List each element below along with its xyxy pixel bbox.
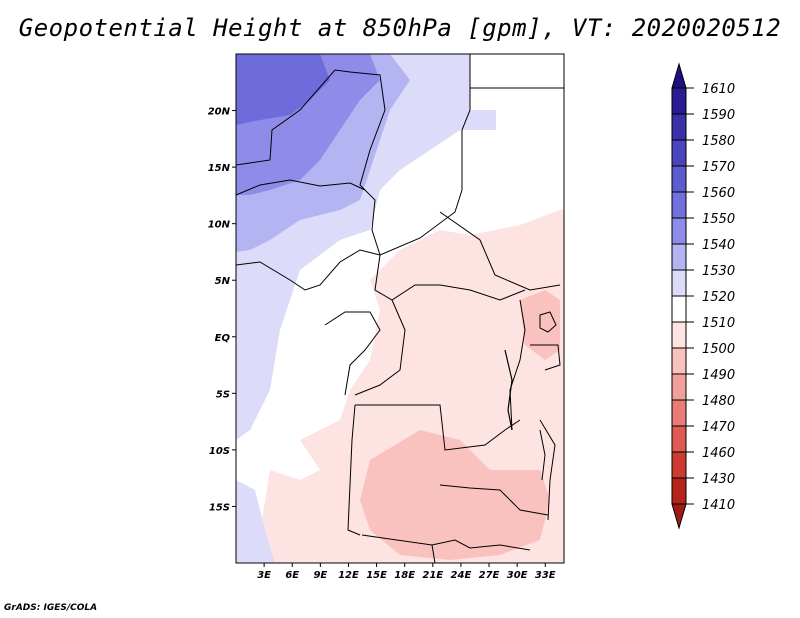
colorbar-label: 1500 [702,342,735,357]
colorbar-swatch [671,399,687,427]
lon-tick-label: 27E [479,570,500,581]
lake-malawi [539,429,546,481]
map-frame [235,53,565,564]
border-line [509,299,526,431]
grads-credit: GrADS: IGES/COLA [4,603,98,613]
lon-tick-label: 30E [507,570,528,581]
border-line [355,404,521,451]
colorbar-swatch [671,269,687,297]
colorbar-label: 1490 [702,368,735,383]
lake-tanganyika [504,349,513,431]
border-line [235,179,366,196]
lon-tick-label: 12E [338,570,359,581]
colorbar-label: 1590 [702,108,735,123]
colorbar-label: 1510 [702,316,735,331]
pale-blue-region-southwest [236,480,275,563]
colorbar-label: 1460 [702,446,735,461]
lake-victoria [539,311,557,333]
colorbar-label: 1570 [702,160,735,175]
height-shading [236,54,564,563]
border-line [361,534,531,551]
light-red-region-south [360,430,550,560]
lat-tick-label: 10N [208,220,231,231]
border-line [439,211,561,291]
colorbar-label: 1430 [702,472,735,487]
colorbar-label: 1410 [702,498,735,513]
colorbar-swatch [671,243,687,271]
colorbar-swatch [671,477,687,505]
lon-tick-label: 33E [535,570,556,581]
lat-tick-label: 5S [216,389,230,400]
border-line [439,484,549,516]
lat-tick-label: 15N [208,163,231,174]
border-line [539,419,556,521]
border-line [324,311,381,396]
colorbar-swatch [671,191,687,219]
colorbar-label: 1530 [702,264,735,279]
longitude-axis: 3E 6E 9E 12E 15E 18E 21E 24E 27E 30E 33E [257,563,556,581]
colorbar-swatch [671,321,687,349]
border-line [347,404,361,536]
lat-tick-label: 10S [209,446,230,457]
latitude-axis: 20N 15N 10N 5N EQ 5S 10S 15S [208,107,236,513]
colorbar-swatch [671,165,687,193]
border-line [374,254,526,301]
lon-tick-label: 6E [285,570,299,581]
colorbar-swatch [671,217,687,245]
border-line [431,544,436,564]
colorbar-label: 1580 [702,134,735,149]
lat-tick-label: 15S [209,502,230,513]
border-line [235,69,386,256]
colorbar-swatch [671,139,687,167]
map-title: Geopotential Height at 850hPa [gpm], VT:… [18,14,782,42]
colorbar-swatch [671,87,687,115]
lon-tick-label: 18E [394,570,415,581]
border-line [530,344,561,371]
deep-blue-region [236,54,330,125]
map-panel: 20N 15N 10N 5N EQ 5S 10S 15S 3E 6E 9E 12E 15E 18E 21E… [208,53,565,581]
country-borders [235,54,564,564]
colorbar-swatch [671,347,687,375]
colorbar-swatch [671,451,687,479]
lon-tick-label: 21E [422,570,443,581]
colorbar: 1610 1590 1580 1570 1560 1550 1540 1530 1520 1510… [671,62,735,530]
border-line [235,54,471,291]
border-line [354,299,406,396]
colorbar-label: 1520 [702,290,735,305]
colorbar-label: 1550 [702,212,735,227]
colorbar-swatch [671,373,687,401]
colorbar-label: 1560 [702,186,735,201]
lon-tick-label: 15E [366,570,387,581]
colorbar-label: 1610 [702,82,735,97]
colorbar-top-arrow [671,62,687,89]
colorbar-label: 1470 [702,420,735,435]
colorbar-swatch [671,425,687,453]
colorbar-swatch [671,295,687,323]
white-region-coast [250,440,320,480]
colorbar-bottom-arrow [671,503,687,530]
colorbar-swatch [671,113,687,141]
colorbar-label: 1480 [702,394,735,409]
colorbar-label: 1540 [702,238,735,253]
lat-tick-label: 20N [208,107,231,118]
lon-tick-label: 3E [257,570,271,581]
lat-tick-label: 5N [215,276,231,287]
lon-tick-label: 24E [451,570,472,581]
lat-tick-label: EQ [215,333,231,344]
lon-tick-label: 9E [313,570,327,581]
